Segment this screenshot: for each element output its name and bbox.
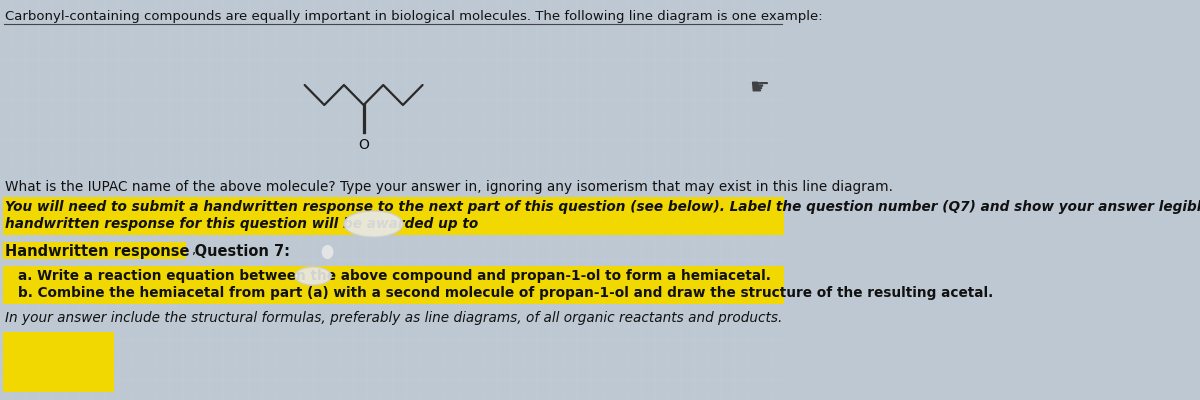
FancyBboxPatch shape xyxy=(2,332,114,392)
Ellipse shape xyxy=(344,211,403,237)
Text: What is the IUPAC name of the above molecule? Type your answer in, ignoring any : What is the IUPAC name of the above mole… xyxy=(5,180,893,194)
Text: b. Combine the hemiacetal from part (a) with a second molecule of propan-1-ol an: b. Combine the hemiacetal from part (a) … xyxy=(18,286,994,300)
Ellipse shape xyxy=(295,267,331,285)
Ellipse shape xyxy=(322,245,334,259)
Text: ,: , xyxy=(191,244,196,257)
Text: O: O xyxy=(358,138,370,152)
Text: Handwritten response Question 7:: Handwritten response Question 7: xyxy=(5,244,290,259)
Text: In your answer include the structural formulas, preferably as line diagrams, of : In your answer include the structural fo… xyxy=(5,311,782,325)
Text: ☛: ☛ xyxy=(749,78,769,98)
FancyBboxPatch shape xyxy=(2,266,784,304)
FancyBboxPatch shape xyxy=(2,242,186,259)
Text: You will need to submit a handwritten response to the next part of this question: You will need to submit a handwritten re… xyxy=(5,200,1200,214)
FancyBboxPatch shape xyxy=(2,197,784,235)
Text: a. Write a reaction equation between the above compound and propan-1-ol to form : a. Write a reaction equation between the… xyxy=(18,269,772,283)
Text: handwritten response for this question will be awarded up to: handwritten response for this question w… xyxy=(5,217,479,231)
Text: Carbonyl-containing compounds are equally important in biological molecules. The: Carbonyl-containing compounds are equall… xyxy=(5,10,823,23)
